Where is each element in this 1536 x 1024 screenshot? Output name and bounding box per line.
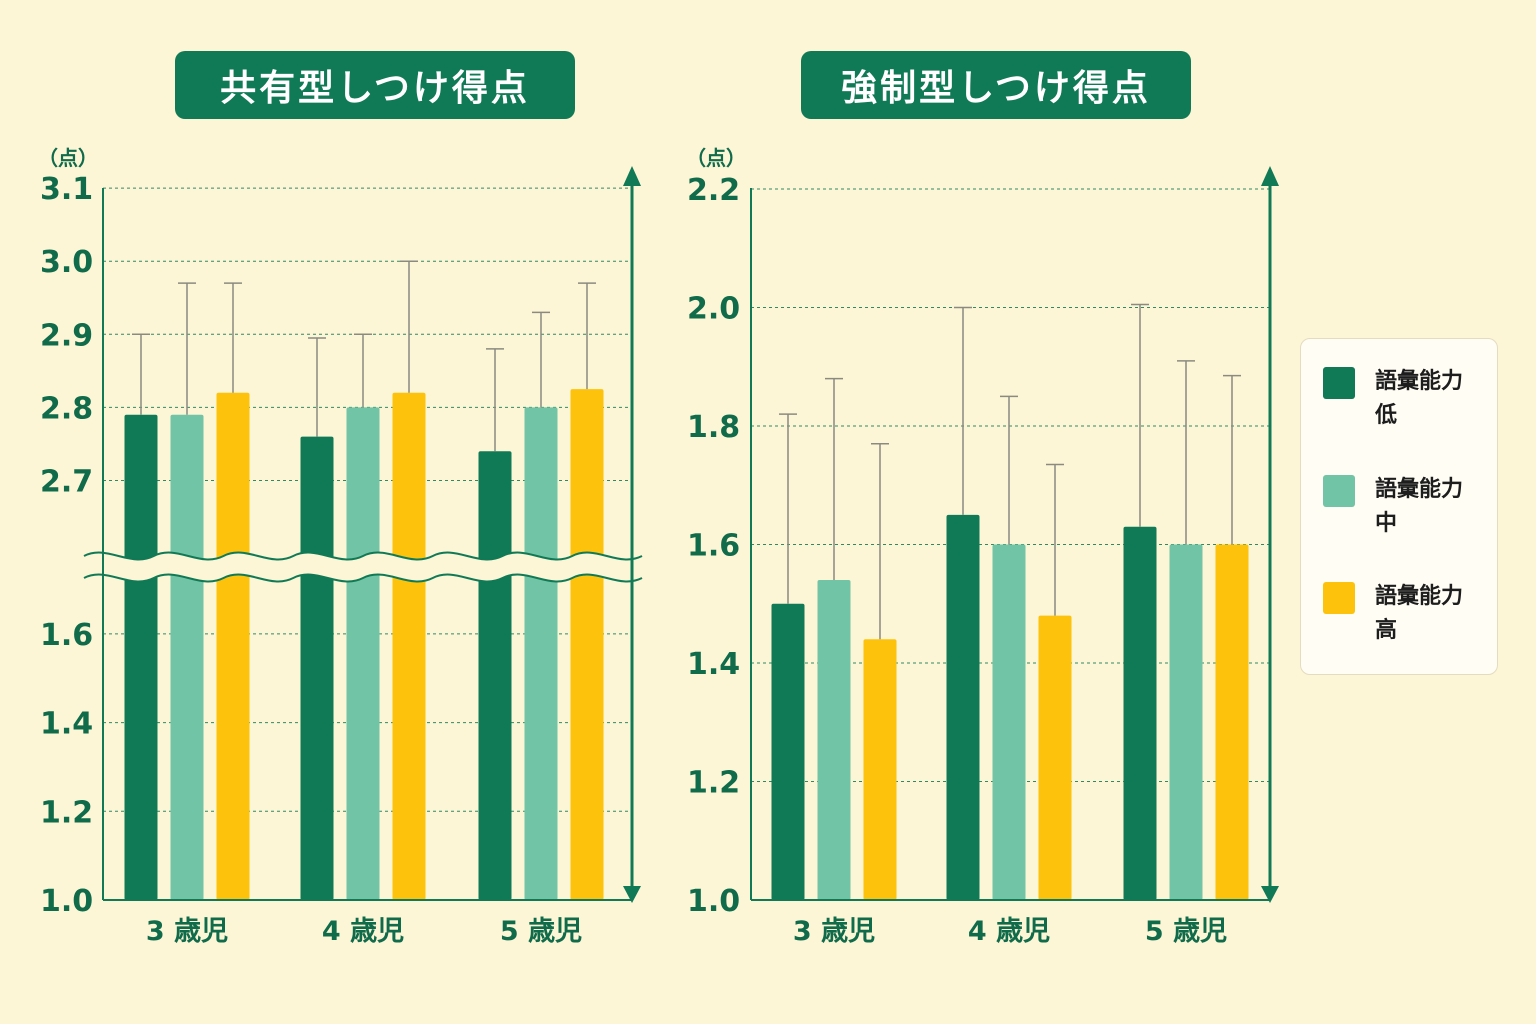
bar bbox=[478, 451, 512, 900]
legend-item-mid: 語彙能力 中 bbox=[1323, 475, 1485, 541]
bar bbox=[863, 639, 897, 900]
left-y-tick-label: 1.2 bbox=[40, 795, 93, 830]
bar bbox=[1169, 544, 1203, 900]
left-y-tick-label: 2.7 bbox=[40, 465, 93, 500]
left-y-tick-label: 1.0 bbox=[40, 884, 93, 919]
bar bbox=[1123, 526, 1157, 900]
left-y-tick-label: 2.8 bbox=[40, 391, 93, 426]
bar bbox=[392, 392, 426, 900]
bar bbox=[524, 407, 558, 900]
right-range-arrow-head-bottom bbox=[1261, 886, 1279, 903]
right-x-tick-label: 4 歳児 bbox=[968, 916, 1050, 947]
legend-swatch-high bbox=[1323, 582, 1355, 614]
right-y-tick-label: 2.2 bbox=[687, 173, 740, 208]
left-x-tick-label: 5 歳児 bbox=[500, 916, 582, 947]
legend-label-low: 語彙能力 低 bbox=[1375, 369, 1464, 428]
legend-label-high: 語彙能力 高 bbox=[1375, 584, 1464, 643]
right-chart-title: 強制型しつけ得点 bbox=[801, 51, 1191, 119]
bar bbox=[992, 544, 1026, 900]
bar bbox=[570, 389, 604, 900]
right-y-tick-label: 1.2 bbox=[687, 766, 740, 801]
bar bbox=[124, 414, 158, 900]
left-y-tick-label: 2.9 bbox=[40, 318, 93, 353]
legend: 語彙能力 低 語彙能力 中 語彙能力 高 bbox=[1300, 338, 1498, 675]
right-y-tick-label: 1.8 bbox=[687, 410, 740, 445]
left-x-tick-label: 4 歳児 bbox=[322, 916, 404, 947]
left-y-tick-label: 3.0 bbox=[40, 245, 93, 280]
legend-item-low: 語彙能力 低 bbox=[1323, 367, 1485, 433]
left-y-unit-label: （点） bbox=[38, 146, 98, 170]
bar bbox=[300, 436, 334, 900]
bar bbox=[1215, 544, 1249, 900]
bar bbox=[817, 580, 851, 900]
right-x-tick-label: 3 歳児 bbox=[793, 916, 875, 947]
bar bbox=[771, 603, 805, 900]
legend-item-high: 語彙能力 高 bbox=[1323, 582, 1485, 648]
axis-break-band bbox=[84, 552, 642, 582]
right-y-tick-label: 1.6 bbox=[687, 529, 740, 564]
axis-break-line bbox=[83, 573, 643, 583]
right-x-tick-label: 5 歳児 bbox=[1145, 916, 1227, 947]
right-y-tick-label: 2.0 bbox=[687, 292, 740, 327]
legend-label-mid: 語彙能力 中 bbox=[1375, 477, 1464, 536]
right-range-arrow-head-top bbox=[1261, 166, 1279, 186]
left-chart-title: 共有型しつけ得点 bbox=[175, 51, 575, 119]
left-range-arrow-head-top bbox=[623, 166, 641, 186]
bar bbox=[1038, 615, 1072, 900]
bar bbox=[170, 414, 204, 900]
bar bbox=[216, 392, 250, 900]
legend-swatch-low bbox=[1323, 367, 1355, 399]
bar bbox=[946, 514, 980, 900]
left-y-tick-label: 1.6 bbox=[40, 618, 93, 653]
right-y-tick-label: 1.4 bbox=[687, 647, 740, 682]
legend-swatch-mid bbox=[1323, 475, 1355, 507]
right-y-unit-label: （点） bbox=[686, 146, 746, 170]
left-x-tick-label: 3 歳児 bbox=[146, 916, 228, 947]
right-y-tick-label: 1.0 bbox=[687, 884, 740, 919]
left-y-tick-label: 3.1 bbox=[40, 172, 93, 207]
left-y-tick-label: 1.4 bbox=[40, 707, 93, 742]
left-range-arrow-head-bottom bbox=[623, 886, 641, 903]
bar bbox=[346, 407, 380, 900]
axis-break-line bbox=[83, 551, 643, 561]
